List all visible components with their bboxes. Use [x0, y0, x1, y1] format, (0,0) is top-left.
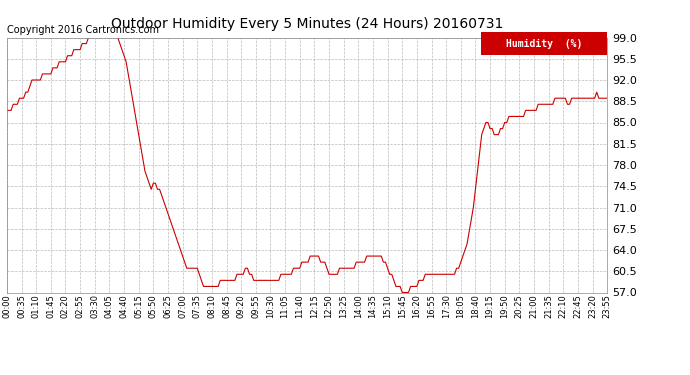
Title: Outdoor Humidity Every 5 Minutes (24 Hours) 20160731: Outdoor Humidity Every 5 Minutes (24 Hou…	[111, 17, 503, 31]
Text: Copyright 2016 Cartronics.com: Copyright 2016 Cartronics.com	[7, 25, 159, 35]
